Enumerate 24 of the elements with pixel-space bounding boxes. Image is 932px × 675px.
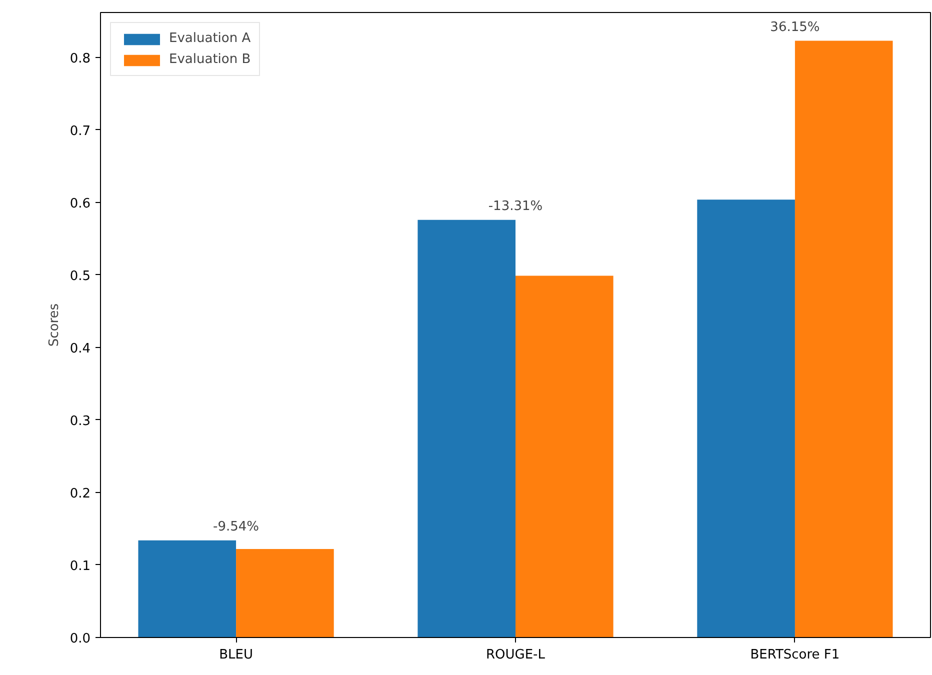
y-axis-title: Scores [46, 303, 62, 347]
x-tick-label: ROUGE-L [486, 648, 546, 662]
y-tick-label: 0.2 [70, 486, 91, 502]
bar [236, 549, 334, 638]
annotation: -9.54% [213, 519, 260, 534]
legend-label: Evaluation B [169, 52, 251, 67]
y-tick-label: 0.4 [70, 341, 91, 356]
bar [138, 540, 236, 638]
y-tick-label: 0.3 [70, 414, 91, 429]
bar [794, 40, 893, 638]
annotation: -13.31% [488, 198, 543, 214]
bar [516, 276, 614, 638]
y-tick-label: 0.5 [70, 268, 91, 284]
x-tick-label: BLEU [219, 648, 253, 662]
y-tick-label: 0.7 [70, 124, 91, 139]
bar [418, 220, 516, 638]
y-tick-label: 0.1 [70, 558, 91, 574]
y-tick-label: 0.8 [70, 51, 91, 66]
y-tick-label: 0.0 [70, 632, 91, 646]
bar [697, 200, 795, 638]
y-tick-label: 0.6 [70, 196, 91, 212]
annotation: 36.15% [770, 20, 820, 35]
legend-label: Evaluation A [169, 31, 251, 46]
x-tick-label: BERTScore F1 [750, 648, 840, 662]
